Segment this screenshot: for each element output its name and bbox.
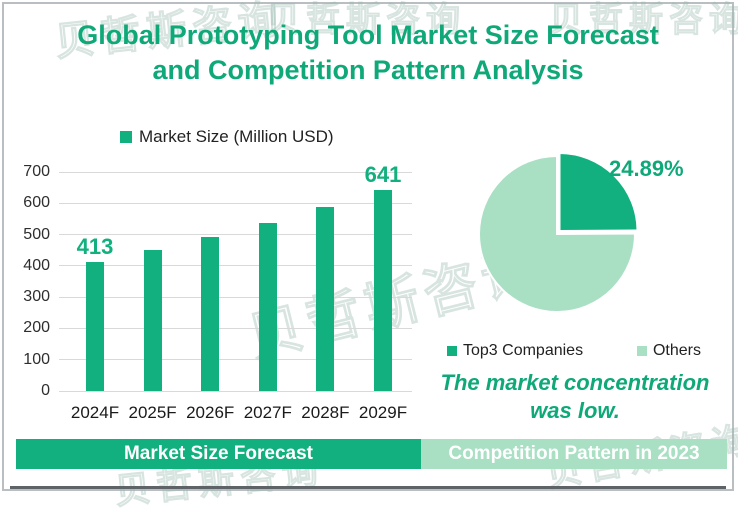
legend-swatch-icon bbox=[636, 346, 647, 356]
y-axis-tick-label: 300 bbox=[23, 288, 50, 306]
bar-2029f bbox=[374, 190, 392, 391]
x-axis-label: 2025F bbox=[128, 403, 177, 422]
y-axis-tick-label: 100 bbox=[23, 350, 50, 368]
pie-slice-top3 bbox=[558, 151, 639, 233]
bar-legend: Market Size (Million USD) bbox=[120, 126, 334, 148]
pie-percent-label: 24.89% bbox=[609, 156, 684, 181]
pie-legend-top3: Top3 Companies bbox=[447, 342, 583, 360]
pie-legend-top3-label: Top3 Companies bbox=[463, 342, 584, 359]
y-axis-tick-label: 400 bbox=[23, 256, 50, 274]
y-axis-tick-label: 700 bbox=[23, 163, 50, 180]
gridline bbox=[59, 202, 412, 204]
pie-legend-others-label: Others bbox=[652, 342, 701, 359]
bar-2027f bbox=[258, 222, 277, 391]
page-title: Global Prototyping Tool Market Size Fore… bbox=[4, 18, 732, 88]
note-line-1: The market concentration bbox=[440, 370, 710, 395]
title-line-2: and Competition Pattern Analysis bbox=[152, 55, 584, 85]
x-axis-label: 2027F bbox=[243, 403, 292, 422]
note-line-2: was low. bbox=[530, 398, 620, 423]
bar-value-label: 413 bbox=[76, 233, 114, 259]
pie-legend: Top3 Companies Others bbox=[447, 341, 701, 361]
gridline bbox=[59, 359, 412, 361]
bar-value-label: 641 bbox=[364, 162, 402, 188]
footer-banner-market-size: Market Size Forecast bbox=[16, 439, 421, 469]
x-axis-label: 2024F bbox=[70, 403, 120, 422]
market-note: The market concentration was low. bbox=[422, 369, 728, 425]
gridline bbox=[59, 390, 412, 392]
bar-2028f bbox=[316, 207, 335, 391]
bar-2025f bbox=[143, 249, 162, 391]
gridline bbox=[59, 171, 412, 173]
y-axis-tick-label: 0 bbox=[41, 382, 50, 399]
gridline bbox=[59, 296, 412, 298]
bar-2026f bbox=[201, 237, 220, 391]
y-axis-tick-label: 200 bbox=[23, 319, 50, 337]
y-axis-tick-label: 500 bbox=[23, 225, 50, 243]
footer-banner-competition: Competition Pattern in 2023 bbox=[421, 439, 727, 469]
bar-2024f bbox=[86, 261, 104, 391]
pie-slice-others bbox=[478, 154, 637, 313]
pie-legend-others: Others bbox=[636, 342, 701, 360]
bottom-border-rule bbox=[10, 486, 726, 489]
gridline bbox=[59, 327, 412, 329]
gridline bbox=[59, 234, 412, 236]
pie-chart bbox=[478, 151, 639, 313]
x-axis-label: 2026F bbox=[186, 403, 235, 422]
legend-swatch-icon bbox=[447, 346, 457, 356]
title-line-1: Global Prototyping Tool Market Size Fore… bbox=[77, 20, 659, 50]
x-axis-label: 2029F bbox=[358, 403, 408, 422]
legend-swatch-icon bbox=[120, 131, 132, 143]
x-axis-label: 2028F bbox=[301, 403, 350, 422]
y-axis-tick-label: 600 bbox=[23, 194, 50, 212]
bar-legend-label: Market Size (Million USD) bbox=[139, 127, 334, 146]
gridline bbox=[59, 265, 412, 267]
